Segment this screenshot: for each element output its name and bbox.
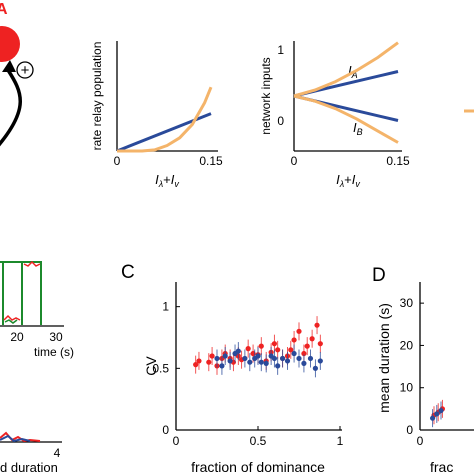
c1-x-tick-1: 0.15: [199, 154, 223, 168]
c3-x-tick-2: 1: [337, 434, 344, 448]
c2-annotation-ia: IA: [348, 63, 358, 80]
time-label: time (s): [34, 345, 74, 359]
c3-blue-point-1: [219, 363, 225, 369]
c3-blue-point-22: [317, 358, 323, 364]
c3-blue-point-11: [263, 360, 269, 366]
c2-y-label: network inputs: [259, 57, 273, 134]
c2-x-tick-0: 0: [291, 154, 298, 168]
c3-red-point-1: [196, 358, 202, 364]
c3-blue-point-9: [255, 353, 261, 359]
c3-blue-point-16: [284, 358, 291, 364]
c3-blue-point-18: [296, 355, 302, 362]
c1-x-tick-0: 0: [114, 154, 121, 168]
c1-x-label: Iλ+Iv: [155, 172, 179, 189]
c2-y-tick-1: 1: [277, 43, 284, 57]
duration-tick-4: 4: [54, 446, 61, 460]
c3-blue-point-2: [222, 353, 228, 359]
c3-red-point-0: [193, 362, 199, 368]
panel-a-fragment: A +: [0, 1, 34, 147]
c3-x-tick-0: 0: [173, 434, 180, 448]
c3-blue-point-5: [235, 348, 241, 354]
panel-c-label: C: [121, 262, 135, 283]
c1-series-1-orange-line: [117, 86, 213, 153]
c4-y-tick-1: 10: [400, 381, 414, 395]
c3-blue-point-3: [227, 358, 233, 364]
c4-x-tick-0: 0: [417, 434, 424, 448]
c3-y-tick-0: 0: [162, 423, 169, 437]
c3-blue-point-19: [301, 360, 307, 366]
raster-red-trace: [3, 260, 41, 321]
c3-blue-point-10: [258, 359, 264, 365]
c4-y-tick-0: 0: [406, 423, 413, 437]
c3-x-label: fraction of dominance: [191, 459, 325, 474]
c3-blue-point-17: [291, 350, 297, 357]
c2-x-tick-1: 0.15: [386, 154, 410, 168]
c2-annotation-ib: IB: [353, 120, 363, 137]
c3-blue-point-15: [280, 355, 286, 362]
c3-red-point-26: [309, 336, 315, 342]
c2-y-tick-0: 0: [277, 114, 284, 128]
c3-y-tick-1: 0.5: [152, 361, 169, 375]
population-a-circle: [0, 26, 20, 62]
c3-red-point-18: [275, 347, 281, 353]
plus-circle: [16, 61, 34, 79]
c3-red-point-23: [296, 328, 302, 334]
panel-d-label: D: [372, 265, 386, 286]
c3-blue-point-0: [214, 355, 220, 362]
c3-blue-point-7: [247, 359, 253, 365]
c4-y-label: mean duration (s): [376, 303, 392, 413]
c3-blue-point-14: [275, 363, 281, 369]
c4-y-tick-3: 30: [400, 296, 414, 310]
cv-chart: C CV fraction of dominance 0 0.5 1 0 0.5 1: [121, 262, 344, 474]
c3-blue-point-21: [312, 365, 318, 371]
rate-relay-chart: rate relay population 0 0.15 Iλ+Iv: [90, 41, 223, 189]
c4-blue-point-0: [430, 415, 436, 421]
c3-blue-point-20: [307, 355, 314, 362]
mean-duration-chart: D mean duration (s) frac 00 10 20 30: [372, 265, 474, 474]
c3-red-point-27: [314, 322, 320, 328]
c3-red-point-3: [209, 353, 215, 359]
time-tick-30: 30: [49, 330, 63, 344]
c3-x-tick-1: 0.5: [250, 434, 267, 448]
network-inputs-chart: network inputs 0 1 0 0.15 Iλ+Iv IA IB: [259, 41, 410, 189]
duration-label: d duration: [0, 460, 58, 474]
c3-red-point-25: [304, 343, 310, 349]
c3-red-point-22: [291, 337, 297, 343]
feedback-arrow: [0, 69, 22, 147]
c3-y-tick-2: 1: [162, 300, 169, 314]
time-tick-20: 20: [10, 330, 24, 344]
plus-sign: +: [21, 62, 30, 79]
c2-series-3-orange-line: [293, 94, 399, 144]
c4-blue-point-1: [434, 411, 440, 417]
duration-blue-trace: [0, 434, 31, 443]
c3-red-point-2: [206, 359, 212, 365]
c3-y-label: CV: [143, 356, 159, 376]
panel-b-fragment: 20 30 time (s) 4 d duration: [0, 260, 74, 474]
c4-blue-point-2: [438, 407, 444, 414]
feedback-arrow-head: [2, 60, 16, 72]
c3-blue-point-6: [242, 355, 248, 362]
c4-y-tick-2: 20: [400, 338, 414, 352]
c3-red-point-14: [258, 343, 264, 349]
c3-red-point-17: [271, 341, 277, 347]
panel-a-label: A: [0, 1, 8, 18]
c3-red-point-21: [288, 347, 294, 353]
c3-red-point-24: [301, 350, 307, 357]
c3-red-point-11: [245, 346, 251, 352]
c2-x-label: Iλ+Iv: [336, 172, 360, 189]
raster-green-trace: [4, 319, 18, 324]
c2-series-2-orange-line: [293, 41, 399, 98]
c3-red-point-28: [317, 341, 323, 347]
c1-y-label: rate relay population: [90, 42, 104, 151]
c4-x-label: frac: [430, 459, 453, 474]
c3-blue-point-13: [271, 355, 277, 362]
